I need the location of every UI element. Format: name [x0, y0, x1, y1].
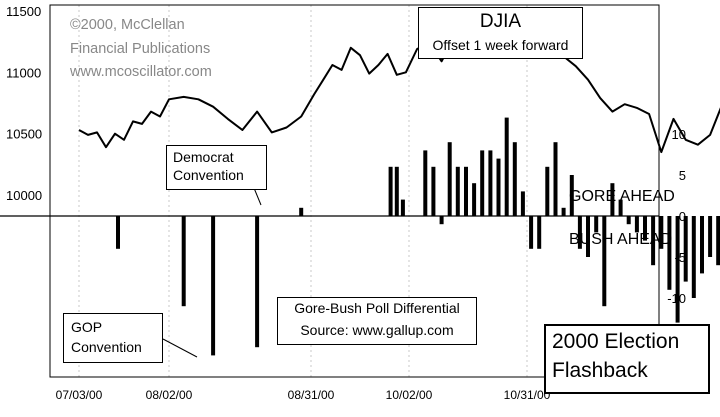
- poll-bar: [116, 216, 120, 249]
- gop-annotation-line-1: GOP: [71, 319, 103, 335]
- right-axis-tick-label: 5: [679, 168, 686, 183]
- democrat-pointer: [253, 187, 262, 206]
- poll-bar: [211, 216, 216, 356]
- x-tick-label: 08/02/00: [146, 388, 193, 402]
- poll-bar: [255, 216, 260, 348]
- poll-bar: [431, 166, 436, 216]
- title-box: DJIA Offset 1 week forward: [418, 7, 583, 59]
- x-tick-label: 10/02/00: [386, 388, 433, 402]
- poll-caption-box: Gore-Bush Poll Differential Source: www.…: [277, 297, 477, 345]
- poll-bar: [545, 166, 550, 216]
- chart-title: DJIA: [479, 11, 522, 32]
- poll-bar: [537, 216, 542, 249]
- flashback-line-2: Flashback: [552, 359, 648, 382]
- poll-bar: [667, 216, 672, 290]
- poll-bar: [602, 216, 607, 307]
- left-axis-tick-label: 10000: [6, 188, 42, 203]
- poll-bars-layer: [116, 117, 720, 356]
- poll-bar: [447, 142, 452, 216]
- poll-bar: [520, 191, 525, 216]
- poll-bar: [472, 183, 477, 216]
- poll-bar: [610, 183, 615, 216]
- x-tick-label: 10/31/00: [504, 388, 551, 402]
- poll-bar: [594, 216, 599, 233]
- right-axis-tick-label: -5: [674, 250, 686, 265]
- poll-bar: [181, 216, 186, 307]
- x-tick-label: 07/03/00: [56, 388, 103, 402]
- poll-bar: [400, 199, 405, 216]
- gore-ahead-label: GORE AHEAD: [569, 188, 675, 205]
- copyright-line-3: www.mcoscillator.com: [70, 64, 212, 80]
- bush-ahead-label: BUSH AHEAD: [569, 231, 673, 248]
- plot-frame: [49, 4, 660, 378]
- left-axis-tick-label: 11500: [6, 4, 41, 19]
- poll-bar: [394, 166, 399, 216]
- axes-layer: [0, 4, 660, 378]
- gop-pointer: [162, 338, 198, 358]
- poll-bar: [586, 216, 590, 257]
- poll-bar: [675, 216, 680, 323]
- poll-bar: [659, 216, 664, 249]
- poll-bar: [691, 216, 696, 298]
- copyright-line-2: Financial Publications: [70, 41, 211, 57]
- left-axis-tick-label: 11000: [6, 65, 41, 80]
- poll-bar: [388, 166, 393, 216]
- poll-bar: [455, 166, 460, 216]
- poll-caption-line-1: Gore-Bush Poll Differential: [294, 300, 460, 316]
- flashback-line-1: 2000 Election: [552, 330, 680, 353]
- poll-bar: [651, 216, 656, 266]
- poll-bar: [708, 216, 713, 257]
- poll-bar: [716, 216, 720, 266]
- poll-bar: [561, 207, 566, 216]
- poll-bar: [488, 150, 493, 216]
- poll-bar: [439, 216, 444, 225]
- poll-bar: [577, 216, 582, 249]
- right-axis-tick-label: -10: [667, 291, 686, 306]
- poll-bar: [553, 142, 558, 216]
- flashback-box: 2000 Election Flashback: [544, 324, 710, 394]
- poll-bar: [480, 150, 485, 216]
- poll-bar: [683, 216, 688, 282]
- x-tick-label: 08/31/00: [288, 388, 335, 402]
- poll-bar: [464, 166, 468, 216]
- poll-bar: [299, 207, 304, 216]
- poll-bar: [569, 175, 574, 216]
- left-axis-tick-label: 10500: [6, 127, 42, 142]
- poll-bar: [529, 216, 534, 249]
- right-axis-tick-label: 10: [672, 127, 686, 142]
- democrat-annotation-line-1: Democrat: [173, 149, 234, 165]
- right-axis-tick-label: 0: [679, 209, 686, 224]
- democrat-annotation-line-2: Convention: [173, 167, 244, 183]
- djia-line-layer: [78, 34, 720, 154]
- poll-caption-line-2: Source: www.gallup.com: [300, 322, 454, 338]
- djia-line: [78, 34, 720, 154]
- poll-bar: [423, 150, 428, 216]
- poll-bar: [496, 158, 501, 216]
- poll-bar: [643, 216, 647, 241]
- poll-bar: [626, 216, 631, 225]
- gop-annotation-line-2: Convention: [71, 339, 142, 355]
- poll-bar: [512, 142, 517, 216]
- poll-bar: [618, 199, 623, 216]
- democrat-convention-box: Democrat Convention: [166, 145, 267, 190]
- poll-bar: [634, 216, 639, 233]
- copyright-line-1: ©2000, McClellan: [70, 17, 185, 33]
- gop-convention-box: GOP Convention: [63, 313, 163, 363]
- poll-bar: [700, 216, 704, 274]
- tick-labels-layer: 07/03/00 08/02/00 08/31/00 10/02/00 10/31/00…: [6, 4, 686, 402]
- chart-subtitle: Offset 1 week forward: [432, 37, 569, 53]
- poll-bar: [504, 117, 509, 216]
